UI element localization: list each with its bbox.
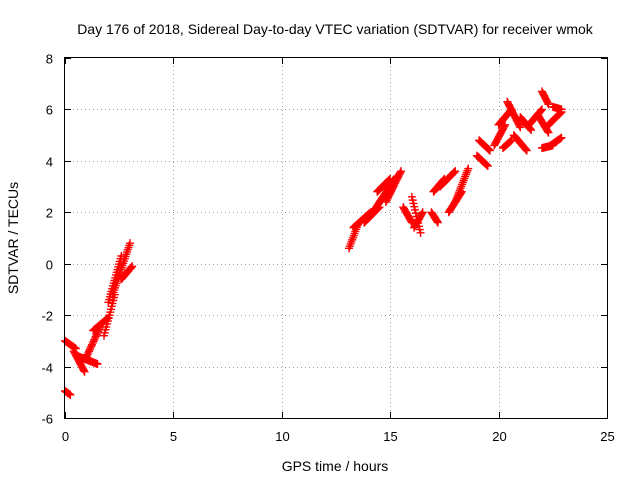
data-point	[506, 137, 515, 146]
x-tick-label: 5	[170, 429, 177, 444]
data-point	[484, 145, 493, 154]
x-tick-label: 0	[62, 429, 69, 444]
data-point	[128, 262, 137, 271]
y-axis-label: SDTVAR / TECUs	[5, 182, 21, 294]
data-point	[537, 106, 546, 115]
data-point	[461, 172, 470, 181]
data-point	[416, 228, 425, 237]
data-point	[462, 168, 471, 177]
data-point	[537, 105, 546, 114]
data-point	[543, 98, 552, 107]
data-point	[452, 194, 461, 203]
data-point	[459, 176, 468, 185]
data-point	[463, 166, 472, 175]
data-points	[61, 87, 566, 399]
data-point	[515, 121, 524, 130]
y-tick-label: 4	[46, 155, 53, 170]
data-point	[418, 208, 427, 217]
data-point	[482, 160, 491, 169]
x-tick-label: 15	[383, 429, 397, 444]
data-point	[544, 100, 553, 109]
data-point	[557, 133, 566, 142]
data-point	[396, 168, 405, 177]
data-point	[460, 174, 469, 183]
data-point	[384, 176, 393, 185]
y-tick-label: -2	[41, 309, 53, 324]
data-point	[483, 162, 492, 170]
data-point	[485, 145, 494, 154]
x-tick-label: 20	[492, 429, 506, 444]
data-point	[449, 168, 458, 177]
y-tick-label: 8	[46, 52, 53, 67]
data-point	[66, 390, 75, 399]
data-point	[557, 105, 566, 114]
data-point	[500, 122, 509, 131]
data-point	[417, 209, 426, 218]
data-point	[397, 167, 406, 176]
x-tick-label: 25	[600, 429, 614, 444]
data-point	[386, 174, 395, 183]
data-point	[79, 366, 88, 375]
data-point	[407, 217, 416, 226]
data-point	[433, 217, 442, 226]
data-point	[522, 146, 531, 155]
data-point	[522, 145, 531, 154]
x-axis-label: GPS time / hours	[282, 458, 389, 474]
data-point	[506, 136, 515, 145]
chart-title: Day 176 of 2018, Sidereal Day-to-day VTE…	[77, 21, 594, 37]
y-tick-label: -6	[41, 412, 53, 427]
data-point	[464, 164, 473, 173]
data-point	[450, 167, 459, 176]
grid	[65, 58, 607, 418]
plot-frame	[64, 57, 608, 419]
data-point	[127, 263, 136, 272]
data-point	[126, 264, 135, 273]
data-point	[516, 123, 525, 132]
data-point	[482, 161, 491, 170]
y-tick-label: -4	[41, 361, 53, 376]
data-point	[457, 182, 466, 191]
data-point	[433, 218, 442, 227]
data-point	[544, 128, 553, 137]
data-point	[93, 360, 102, 368]
data-point	[451, 167, 460, 176]
y-tick-label: 6	[46, 103, 53, 118]
data-point	[543, 127, 552, 136]
data-point	[385, 175, 394, 184]
data-point	[458, 178, 467, 187]
data-point	[453, 192, 462, 201]
y-tick-label: 2	[46, 206, 53, 221]
x-axis-ticks: 0 5 10 15 20 25	[62, 58, 615, 444]
y-tick-label: 0	[46, 258, 53, 273]
data-point	[80, 367, 89, 376]
data-point	[126, 239, 135, 248]
data-point	[521, 144, 530, 153]
data-point	[455, 188, 464, 197]
data-point	[456, 184, 465, 193]
data-point	[451, 198, 460, 206]
x-tick-label: 10	[275, 429, 289, 444]
data-point	[485, 146, 494, 155]
data-point	[454, 190, 463, 199]
data-point	[527, 126, 536, 134]
